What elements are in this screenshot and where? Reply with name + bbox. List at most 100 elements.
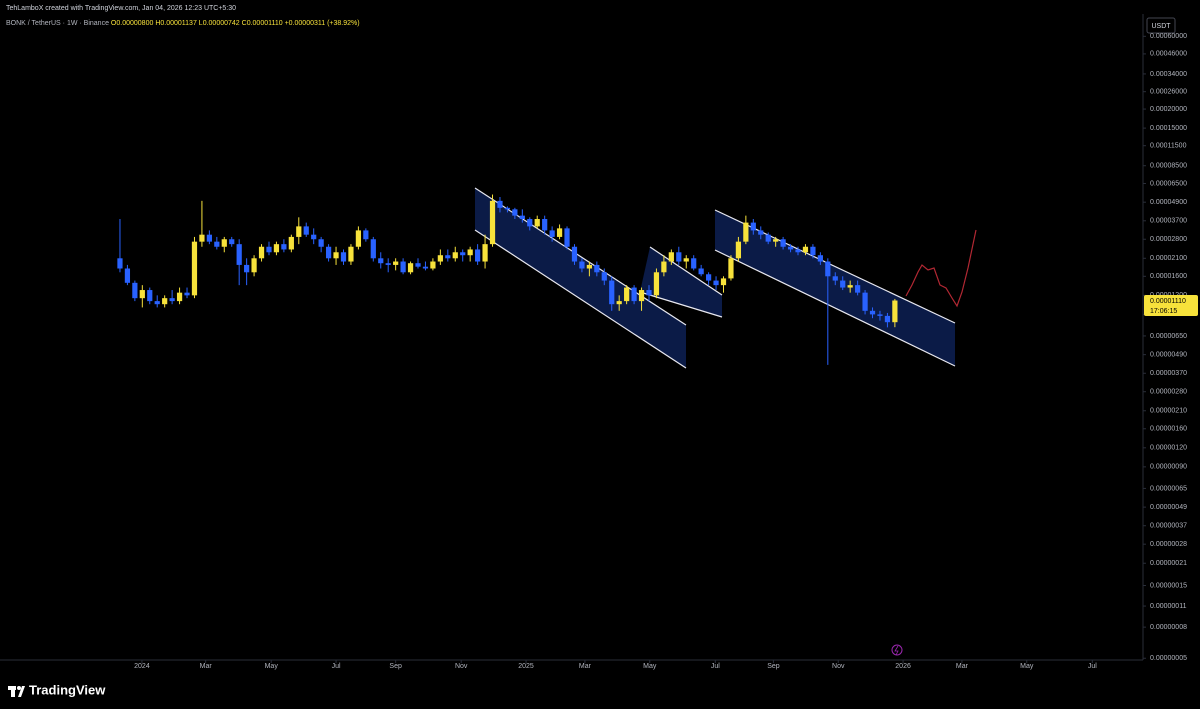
- candle-body: [862, 292, 868, 311]
- candle-body: [311, 234, 317, 240]
- y-tick-label: 0.00000210: [1150, 408, 1187, 415]
- candle-body: [355, 230, 362, 247]
- candle-body: [325, 246, 332, 259]
- candle-body: [601, 272, 607, 281]
- candle-body: [855, 285, 861, 293]
- candle-body: [400, 261, 406, 273]
- y-tick-label: 0.00015000: [1150, 125, 1187, 132]
- candle-body: [422, 266, 429, 269]
- candle-body: [705, 274, 712, 281]
- candle-body: [683, 258, 689, 262]
- y-tick-label: 0.00000370: [1150, 370, 1187, 377]
- candle-body: [258, 246, 265, 259]
- candle-body: [333, 252, 339, 259]
- ohlc-change: +0.00000311 (+38.92%): [285, 20, 360, 27]
- candle-body: [139, 290, 145, 299]
- candle-body: [840, 280, 846, 288]
- candle-body: [795, 249, 801, 253]
- candle-body: [691, 258, 697, 269]
- candle-body: [303, 226, 309, 235]
- candle-body: [154, 301, 160, 305]
- ohlc-open: O0.00000800: [111, 20, 154, 27]
- candle-body: [296, 226, 302, 237]
- y-tick-label: 0.00000037: [1150, 523, 1187, 530]
- candle-body: [348, 246, 354, 262]
- credit: TehLamboX created with TradingView.com, …: [6, 5, 236, 12]
- candle-body: [124, 268, 131, 283]
- x-tick-label: May: [265, 663, 279, 670]
- candle-body: [676, 252, 682, 262]
- x-tick-label: Mar: [200, 663, 213, 670]
- candle-body: [206, 234, 212, 242]
- price-tag-countdown: 17:06:15: [1150, 308, 1177, 315]
- candle-body: [214, 241, 220, 247]
- y-tick-label: 0.00000005: [1150, 655, 1187, 662]
- logo-part: [11, 686, 15, 697]
- candle-body: [251, 258, 257, 273]
- x-tick-label: Jul: [332, 663, 341, 670]
- candle-body: [437, 255, 443, 262]
- candle-body: [169, 298, 175, 302]
- candle-body: [407, 263, 414, 273]
- candles: [117, 194, 898, 365]
- y-tick-label: 0.00006500: [1150, 180, 1187, 187]
- x-tick-label: Sep: [389, 663, 402, 670]
- y-tick-label: 0.00002800: [1150, 236, 1187, 243]
- ohlc-low: L0.00000742: [199, 20, 240, 27]
- candle-body: [363, 230, 369, 240]
- candle-body: [661, 261, 667, 273]
- y-tick-label: 0.00026000: [1150, 89, 1187, 96]
- candle-body: [281, 244, 287, 250]
- event-icon[interactable]: [891, 644, 903, 656]
- y-tick-label: 0.00011500: [1150, 143, 1187, 150]
- y-tick-label: 0.00000280: [1150, 389, 1187, 396]
- x-tick-label: Nov: [455, 663, 468, 670]
- y-tick-label: 0.00000650: [1150, 333, 1187, 340]
- candle-body: [393, 261, 399, 265]
- candle-body: [318, 239, 324, 247]
- candle-body: [728, 258, 734, 279]
- candle-body: [147, 290, 153, 302]
- x-tick-label: 2026: [895, 663, 911, 670]
- candle-body: [624, 287, 630, 302]
- candle-body: [698, 268, 704, 275]
- y-tick-label: 0.00000090: [1150, 464, 1187, 471]
- x-tick-label: Nov: [832, 663, 845, 670]
- candle-body: [616, 301, 622, 305]
- candle-body: [750, 222, 756, 231]
- candle-body: [773, 239, 779, 242]
- candle-body: [244, 264, 250, 273]
- x-tick-label: May: [1020, 663, 1034, 670]
- channel: [640, 247, 722, 317]
- candle-body: [564, 228, 570, 247]
- channel-line: [639, 291, 723, 318]
- candle-body: [519, 215, 525, 220]
- candle-body: [586, 264, 592, 269]
- y-tick-label: 0.00002100: [1150, 255, 1187, 262]
- ohlc-close: C0.00001110: [242, 20, 283, 27]
- currency[interactable]: USDT: [1151, 23, 1171, 30]
- x-tick-label: Jul: [1088, 663, 1097, 670]
- y-tick-label: 0.00003700: [1150, 218, 1187, 225]
- candle-body: [713, 280, 719, 286]
- currency-box[interactable]: [1146, 17, 1176, 34]
- x-tick-label: Sep: [767, 663, 780, 670]
- candle-body: [340, 252, 347, 262]
- candle-body: [445, 255, 451, 259]
- x-tick-label: 2025: [518, 663, 534, 670]
- candle-body: [668, 252, 674, 262]
- candle-body: [229, 239, 235, 245]
- y-tick-label: 0.00046000: [1150, 51, 1187, 58]
- y-tick-label: 0.00000008: [1150, 624, 1187, 631]
- candle-body: [832, 276, 838, 281]
- x-tick-label: May: [643, 663, 657, 670]
- y-tick-label: 0.00034000: [1150, 71, 1187, 78]
- y-tick-label: 0.00000049: [1150, 504, 1187, 511]
- candle-body: [475, 249, 481, 262]
- candle-body: [117, 258, 123, 269]
- legend: BONK / TetherUS · 1W · Binance O0.000008…: [6, 20, 360, 27]
- candle-body: [787, 246, 794, 250]
- candle-body: [184, 292, 190, 296]
- candle-body: [609, 280, 615, 305]
